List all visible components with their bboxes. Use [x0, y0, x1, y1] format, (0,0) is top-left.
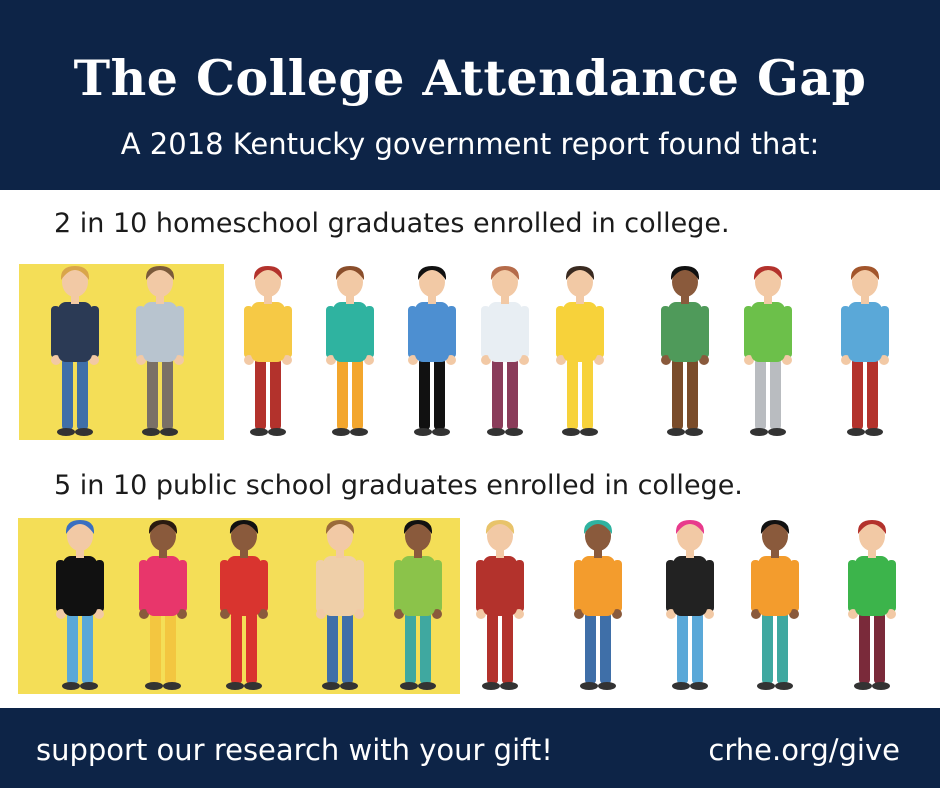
person-illustration-icon	[136, 266, 184, 436]
person-illustration-icon	[556, 266, 604, 436]
person-illustration-icon	[51, 266, 99, 436]
homeschool-people-row	[51, 266, 889, 436]
person-illustration-icon	[316, 520, 364, 690]
header-banner: The College Attendance Gap A 2018 Kentuc…	[0, 0, 940, 190]
page-title: The College Attendance Gap	[73, 49, 867, 107]
donate-link[interactable]: crhe.org/give	[708, 733, 900, 767]
public-school-people-row	[56, 520, 896, 690]
person-illustration-icon	[848, 520, 896, 690]
person-illustration-icon	[139, 520, 187, 690]
public-school-stat-label: 5 in 10 public school graduates enrolled…	[54, 470, 743, 501]
person-illustration-icon	[56, 520, 104, 690]
person-illustration-icon	[476, 520, 524, 690]
person-illustration-icon	[394, 520, 442, 690]
footer-banner: support our research with your gift! crh…	[0, 708, 940, 788]
person-illustration-icon	[744, 266, 792, 436]
person-illustration-icon	[841, 266, 889, 436]
page-subtitle: A 2018 Kentucky government report found …	[120, 127, 820, 161]
person-illustration-icon	[481, 266, 529, 436]
person-illustration-icon	[326, 266, 374, 436]
homeschool-stat-label: 2 in 10 homeschool graduates enrolled in…	[54, 208, 730, 239]
person-illustration-icon	[574, 520, 622, 690]
person-illustration-icon	[661, 266, 709, 436]
person-illustration-icon	[220, 520, 268, 690]
donate-call-to-action: support our research with your gift!	[36, 733, 553, 767]
person-illustration-icon	[751, 520, 799, 690]
person-illustration-icon	[244, 266, 292, 436]
person-illustration-icon	[666, 520, 714, 690]
person-illustration-icon	[408, 266, 456, 436]
